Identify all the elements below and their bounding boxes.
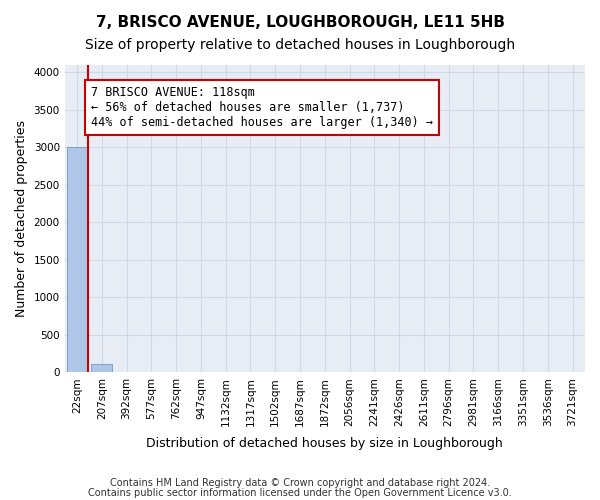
Text: 7, BRISCO AVENUE, LOUGHBOROUGH, LE11 5HB: 7, BRISCO AVENUE, LOUGHBOROUGH, LE11 5HB (95, 15, 505, 30)
Text: Size of property relative to detached houses in Loughborough: Size of property relative to detached ho… (85, 38, 515, 52)
Bar (91, 364, 112, 372)
Text: Contains public sector information licensed under the Open Government Licence v3: Contains public sector information licen… (88, 488, 512, 498)
Text: 7 BRISCO AVENUE: 118sqm
← 56% of detached houses are smaller (1,737)
44% of semi: 7 BRISCO AVENUE: 118sqm ← 56% of detache… (91, 86, 433, 129)
Y-axis label: Number of detached properties: Number of detached properties (15, 120, 28, 317)
Text: Contains HM Land Registry data © Crown copyright and database right 2024.: Contains HM Land Registry data © Crown c… (110, 478, 490, 488)
Bar (67, 148, 88, 372)
X-axis label: Distribution of detached houses by size in Loughborough: Distribution of detached houses by size … (146, 437, 503, 450)
